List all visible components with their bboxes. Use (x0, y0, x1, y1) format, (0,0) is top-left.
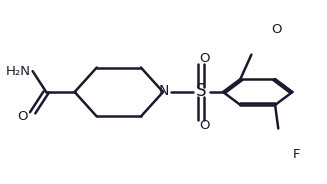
Text: O: O (199, 52, 210, 65)
Text: O: O (17, 110, 27, 123)
Text: N: N (159, 84, 169, 98)
Text: H₂N: H₂N (6, 65, 30, 78)
Text: O: O (199, 119, 210, 132)
Text: F: F (293, 148, 300, 161)
Text: S: S (196, 82, 207, 100)
Text: O: O (271, 23, 282, 36)
